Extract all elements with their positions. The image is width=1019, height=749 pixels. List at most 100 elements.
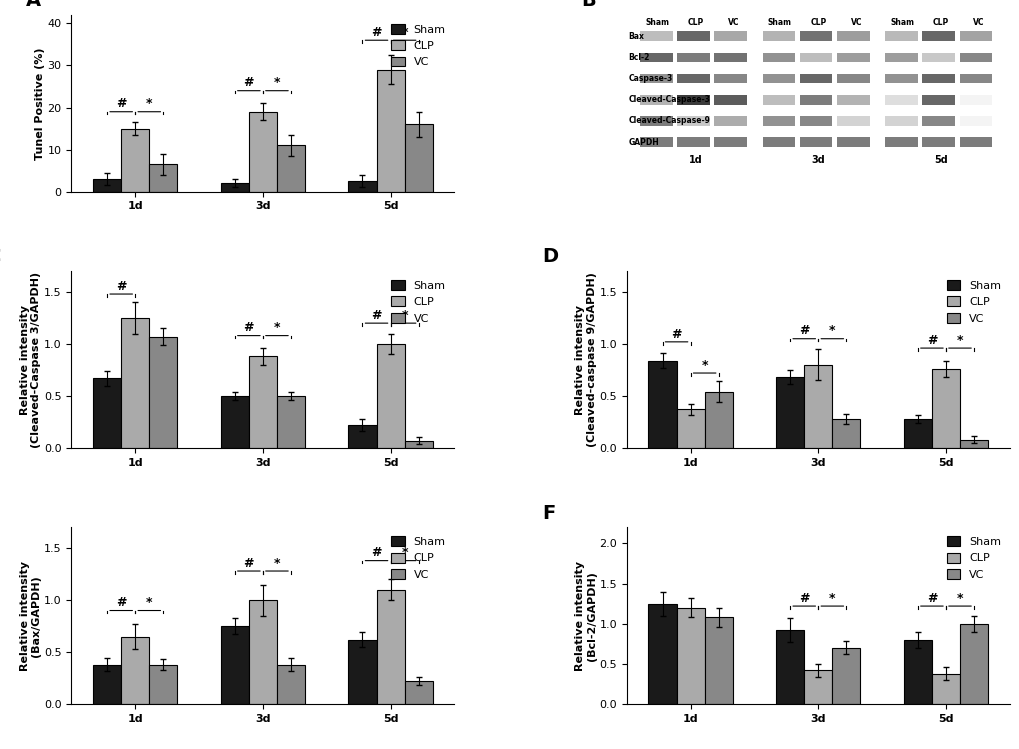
Bar: [762, 73, 795, 83]
Bar: [249, 112, 277, 192]
Text: *: *: [273, 321, 280, 334]
Bar: [676, 410, 704, 448]
Bar: [277, 664, 305, 704]
Bar: [884, 95, 917, 105]
Bar: [405, 681, 432, 704]
Bar: [837, 137, 869, 147]
Text: 3d: 3d: [811, 155, 824, 165]
Bar: [249, 600, 277, 704]
Bar: [121, 129, 149, 192]
Bar: [959, 95, 991, 105]
Bar: [704, 392, 732, 448]
Text: #: #: [244, 321, 254, 334]
Bar: [762, 137, 795, 147]
Bar: [220, 396, 249, 448]
Bar: [348, 425, 376, 448]
Bar: [149, 336, 177, 448]
Bar: [832, 648, 860, 704]
Text: B: B: [580, 0, 595, 10]
Text: #: #: [371, 309, 381, 322]
Bar: [959, 440, 987, 448]
Text: *: *: [273, 76, 280, 89]
Text: Bax: Bax: [628, 31, 644, 40]
Bar: [277, 145, 305, 192]
Legend: Sham, CLP, VC: Sham, CLP, VC: [387, 20, 448, 70]
Bar: [648, 360, 676, 448]
Text: *: *: [146, 596, 153, 609]
Bar: [799, 137, 832, 147]
Bar: [921, 73, 954, 83]
Text: VC: VC: [972, 17, 984, 26]
Y-axis label: Relative intensity
(Cleaved-caspase 9/GAPDH): Relative intensity (Cleaved-caspase 9/GA…: [575, 272, 596, 447]
Bar: [640, 137, 673, 147]
Text: #: #: [925, 592, 936, 604]
Text: C: C: [0, 247, 1, 267]
Bar: [376, 589, 405, 704]
Legend: Sham, CLP, VC: Sham, CLP, VC: [943, 276, 1004, 327]
Text: #: #: [371, 26, 381, 39]
Bar: [713, 95, 746, 105]
Legend: Sham, CLP, VC: Sham, CLP, VC: [387, 276, 448, 327]
Bar: [677, 95, 709, 105]
Bar: [220, 184, 249, 192]
Bar: [799, 116, 832, 126]
Bar: [121, 637, 149, 704]
Bar: [762, 52, 795, 62]
Bar: [249, 357, 277, 448]
Text: *: *: [401, 546, 408, 560]
Bar: [803, 365, 832, 448]
Bar: [677, 52, 709, 62]
Text: Bcl-2: Bcl-2: [628, 53, 649, 62]
Legend: Sham, CLP, VC: Sham, CLP, VC: [387, 533, 448, 583]
Text: #: #: [371, 546, 381, 560]
Bar: [640, 95, 673, 105]
Bar: [376, 344, 405, 448]
Text: CLP: CLP: [809, 17, 825, 26]
Bar: [921, 31, 954, 41]
Text: #: #: [244, 76, 254, 89]
Bar: [959, 73, 991, 83]
Y-axis label: Relative intensity
(Cleaved-Caspase 3/GAPDH): Relative intensity (Cleaved-Caspase 3/GA…: [19, 271, 41, 448]
Bar: [713, 52, 746, 62]
Bar: [837, 52, 869, 62]
Bar: [921, 137, 954, 147]
Bar: [832, 419, 860, 448]
Bar: [837, 31, 869, 41]
Bar: [959, 624, 987, 704]
Bar: [884, 31, 917, 41]
Bar: [921, 116, 954, 126]
Text: *: *: [828, 592, 835, 604]
Bar: [677, 31, 709, 41]
Bar: [884, 116, 917, 126]
Bar: [799, 52, 832, 62]
Bar: [348, 181, 376, 192]
Bar: [405, 124, 432, 192]
Bar: [677, 116, 709, 126]
Text: *: *: [146, 97, 153, 110]
Bar: [803, 670, 832, 704]
Bar: [762, 31, 795, 41]
Bar: [775, 630, 803, 704]
Text: A: A: [25, 0, 41, 10]
Text: F: F: [542, 503, 555, 523]
Text: VC: VC: [850, 17, 861, 26]
Text: *: *: [401, 26, 408, 39]
Bar: [93, 179, 121, 192]
Bar: [903, 419, 931, 448]
Bar: [713, 31, 746, 41]
Bar: [884, 137, 917, 147]
Text: #: #: [798, 592, 809, 604]
Bar: [121, 318, 149, 448]
Bar: [348, 640, 376, 704]
Bar: [799, 31, 832, 41]
Text: #: #: [116, 279, 126, 293]
Bar: [959, 116, 991, 126]
Y-axis label: Relative intensity
(Bax/GAPDH): Relative intensity (Bax/GAPDH): [19, 561, 41, 670]
Text: 1d: 1d: [688, 155, 702, 165]
Text: Sham: Sham: [767, 17, 791, 26]
Bar: [837, 73, 869, 83]
Text: #: #: [798, 324, 809, 337]
Bar: [93, 664, 121, 704]
Text: Sham: Sham: [890, 17, 914, 26]
Bar: [921, 52, 954, 62]
